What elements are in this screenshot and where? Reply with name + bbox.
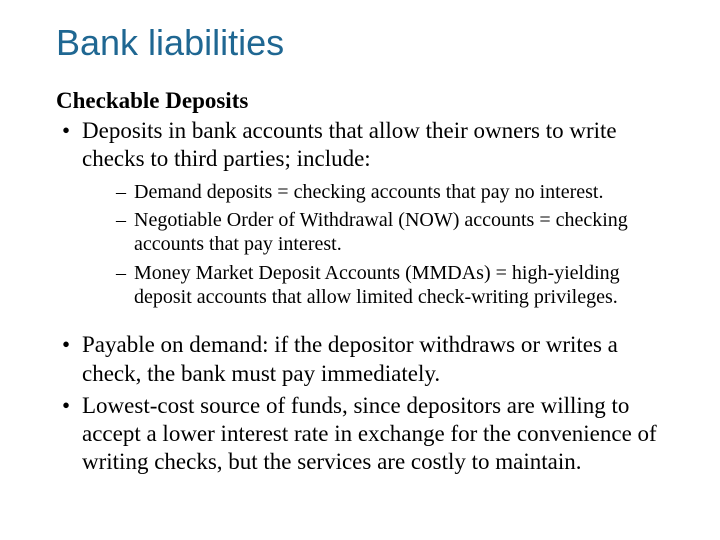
list-item: Deposits in bank accounts that allow the… (56, 117, 680, 309)
bullet-text: Demand deposits = checking accounts that… (134, 181, 603, 203)
list-item: Demand deposits = checking accounts that… (112, 180, 680, 204)
bullet-list-after: Payable on demand: if the depositor with… (56, 331, 680, 475)
section-heading: Checkable Deposits (56, 87, 680, 115)
slide-container: Bank liabilities Checkable Deposits Depo… (0, 0, 720, 540)
bullet-text: Negotiable Order of Withdrawal (NOW) acc… (134, 209, 628, 255)
slide-title: Bank liabilities (56, 22, 680, 63)
spacer (56, 321, 680, 331)
bullet-text: Lowest-cost source of funds, since depos… (82, 393, 657, 474)
list-item: Negotiable Order of Withdrawal (NOW) acc… (112, 208, 680, 257)
list-item: Money Market Deposit Accounts (MMDAs) = … (112, 261, 680, 310)
bullet-text: Payable on demand: if the depositor with… (82, 332, 618, 385)
list-item: Lowest-cost source of funds, since depos… (56, 392, 680, 476)
bullet-text: Deposits in bank accounts that allow the… (82, 118, 617, 171)
bullet-list-sub: Demand deposits = checking accounts that… (82, 180, 680, 310)
bullet-list-main: Deposits in bank accounts that allow the… (56, 117, 680, 309)
list-item: Payable on demand: if the depositor with… (56, 331, 680, 387)
bullet-text: Money Market Deposit Accounts (MMDAs) = … (134, 262, 620, 308)
